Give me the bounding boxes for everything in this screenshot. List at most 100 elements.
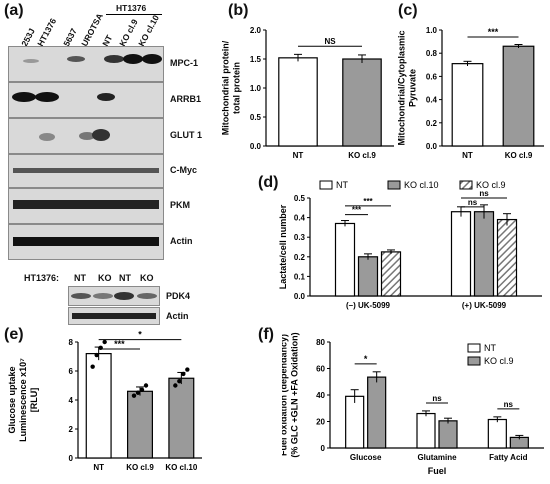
legend-label: NT — [336, 180, 348, 190]
y-tick-label: 0 — [321, 444, 326, 453]
y-tick-label: 2 — [69, 425, 74, 434]
protein-label: Actin — [170, 236, 193, 246]
blot-bands — [39, 129, 110, 141]
data-point — [139, 387, 145, 393]
x-tick-label: KO cl.9 — [348, 151, 376, 160]
bar — [168, 377, 195, 459]
blot-bands — [71, 292, 157, 300]
blot-bands — [12, 92, 115, 102]
bar — [451, 63, 484, 147]
protein-label: PDK4 — [166, 291, 191, 301]
protein-label: ARRB1 — [170, 94, 202, 104]
protein-label: GLUT 1 — [170, 130, 203, 140]
bar — [126, 390, 153, 459]
significance-label: ns — [479, 189, 489, 198]
legend-swatch — [467, 356, 481, 366]
x-tick-label: Glutamine — [417, 453, 457, 462]
bar — [380, 251, 402, 297]
data-point — [177, 378, 182, 384]
inset-lane: NT — [119, 273, 131, 283]
lane-group-label: HT1376 — [116, 3, 147, 13]
x-tick-label: (+) UK-5099 — [462, 301, 507, 310]
panel-a-label: (a) — [4, 2, 24, 19]
bar — [438, 420, 458, 449]
y-tick-label: 0 — [69, 454, 74, 463]
protein-label: Actin — [166, 311, 189, 321]
significance-label: ns — [504, 400, 514, 409]
chart-d: 0.0 0.1 0.2 0.3 0.4 0.5 Lactate/cell number (–)… — [278, 180, 542, 310]
data-point — [135, 390, 141, 395]
y-tick-label: 2.0 — [250, 26, 262, 35]
x-tick-label: Fatty Acid — [489, 453, 527, 462]
x-tick-label: NT — [93, 463, 104, 472]
y-tick-label: 0.0 — [426, 142, 438, 151]
significance-label: * — [138, 330, 142, 340]
legend-label: KO cl.10 — [404, 180, 439, 190]
y-tick-label: 0.2 — [294, 253, 306, 262]
legend-label: KO cl.9 — [484, 356, 514, 366]
x-tick-label: (–) UK-5099 — [346, 301, 391, 310]
bar — [450, 211, 472, 297]
x-tick-label: KO cl.9 — [505, 151, 533, 160]
bar — [357, 256, 379, 297]
bar — [278, 57, 318, 147]
blot-cmyc — [8, 154, 164, 188]
y-axis-label: Mitochondrial protein/total protein — [222, 40, 242, 135]
data-point — [181, 371, 186, 377]
protein-label: MPC-1 — [170, 58, 199, 68]
y-tick-label: 0.5 — [250, 113, 262, 122]
y-tick-label: 0.0 — [294, 292, 306, 301]
x-tick-label: NT — [293, 151, 304, 160]
data-point — [102, 339, 107, 345]
bar — [502, 45, 535, 147]
y-tick-label: 1.5 — [250, 55, 262, 64]
data-point — [185, 367, 190, 372]
blot-glut1 — [8, 118, 164, 154]
significance-label: *** — [352, 206, 362, 215]
chart-f: 0 20 40 60 80 Fuel oxidation (dependancy)(% G… — [282, 332, 544, 476]
lane-label: 5637 — [61, 26, 79, 48]
panel-f-label: (f) — [258, 326, 274, 343]
y-tick-label: 0.1 — [294, 272, 306, 281]
y-tick-label: 6 — [69, 367, 74, 376]
panel-b-label: (b) — [228, 2, 249, 19]
x-tick-label: Glucose — [350, 453, 382, 462]
data-point — [131, 393, 137, 398]
data-point — [94, 352, 99, 358]
bar — [345, 395, 365, 449]
y-tick-label: 8 — [69, 338, 74, 347]
data-point — [90, 364, 95, 369]
lane-group-bar — [106, 14, 162, 15]
significance-label: ns — [432, 394, 442, 403]
legend-label: NT — [484, 343, 496, 353]
panel-c-label: (c) — [398, 2, 418, 19]
bar — [487, 418, 507, 449]
bar — [367, 376, 387, 449]
lane-label: HT1376 — [35, 16, 59, 48]
significance-label: NS — [324, 37, 336, 46]
y-tick-label: 1.0 — [250, 84, 262, 93]
significance-label: *** — [114, 339, 125, 349]
y-tick-label: 40 — [316, 391, 325, 400]
legend-swatch — [467, 343, 481, 353]
x-tick-label: KO cl.10 — [165, 463, 198, 472]
protein-label: C-Myc — [170, 165, 198, 175]
significance-label: ns — [468, 198, 478, 207]
blot-actin-inset — [68, 307, 160, 325]
y-tick-label: 80 — [316, 338, 325, 347]
y-axis-label: Glucose uptakeLuminescence x10⁷[RLU] — [7, 358, 39, 442]
panel-e-label: (e) — [4, 326, 24, 343]
lane-label: 253J — [19, 26, 37, 48]
bar — [85, 353, 112, 459]
significance-label: *** — [488, 27, 499, 37]
significance-label: *** — [363, 197, 373, 206]
y-axis-label: Mitochondrial/CytoplasmicPyruvate — [398, 30, 418, 145]
blot-bands — [13, 200, 159, 209]
inset-lane: KO — [98, 273, 112, 283]
blot-pdk4 — [68, 286, 160, 306]
bar — [334, 222, 356, 297]
bar — [473, 211, 495, 297]
inset-cell-line: HT1376: — [24, 273, 60, 283]
legend-label: KO cl.9 — [476, 180, 506, 190]
y-tick-label: 0.3 — [294, 233, 306, 242]
